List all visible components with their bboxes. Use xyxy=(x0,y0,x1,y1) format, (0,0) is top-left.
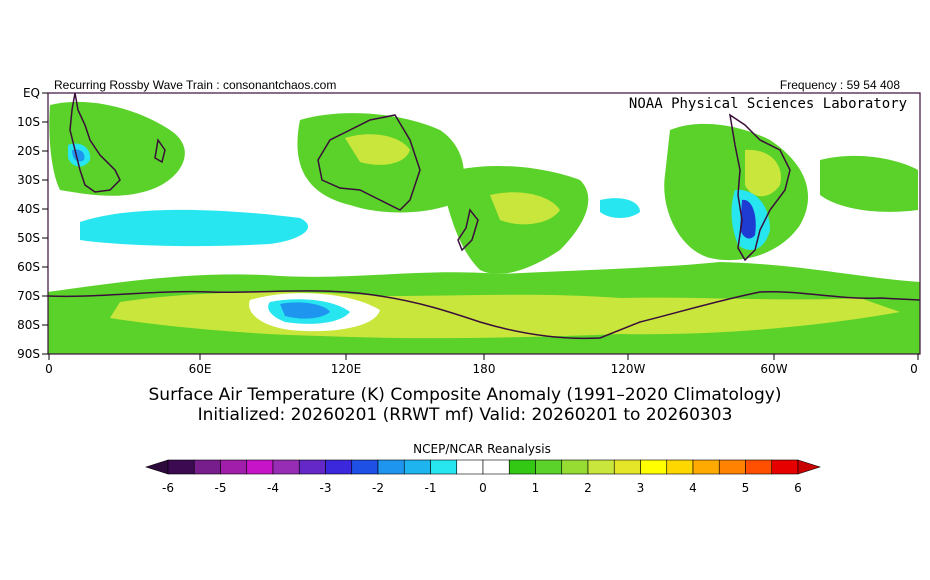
map-subtitle: Initialized: 20260201 (RRWT mf) Valid: 2… xyxy=(197,405,733,425)
anomaly-region-atlantic xyxy=(820,155,918,212)
colorbar-cells xyxy=(167,459,799,475)
colorbar-cell xyxy=(377,459,405,475)
anomaly-region-sa-core xyxy=(745,149,781,197)
lon-label-0-end: 0 xyxy=(910,362,918,376)
coastline-layer xyxy=(48,93,920,340)
anomaly-region-australia-core xyxy=(345,134,410,165)
lat-label-20s: 20S xyxy=(17,144,40,158)
coastline-africa xyxy=(69,93,121,193)
colorbar-cell xyxy=(587,459,615,475)
anomaly-region-africa xyxy=(49,101,185,196)
colorbar-cell xyxy=(246,459,274,475)
lon-label-180: 180 xyxy=(473,362,496,376)
colorbar-tick-label: -3 xyxy=(320,481,332,495)
coastline-new-zealand xyxy=(457,208,479,252)
colorbar-tick-label: -6 xyxy=(162,481,174,495)
colorbar-end-low xyxy=(145,459,169,475)
anomaly-neg-south-indian xyxy=(80,209,309,247)
colorbar-cell xyxy=(640,459,668,475)
colorbar-cell xyxy=(456,459,484,475)
lat-label-80s: 80S xyxy=(17,318,40,332)
colorbar: -6 -5 -4 -3 -2 -1 0 1 2 3 4 5 6 xyxy=(145,459,821,495)
lab-badge: NOAA Physical Sciences Laboratory xyxy=(620,95,916,113)
colorbar-tick-label: -1 xyxy=(425,481,437,495)
colorbar-cell xyxy=(167,459,195,475)
colorbar-cell xyxy=(508,459,536,475)
colorbar-tick-label: -2 xyxy=(372,481,384,495)
anomaly-neg-antarctic-2 xyxy=(280,302,330,319)
lat-label-90s: 90S xyxy=(17,347,40,361)
colorbar-end-high xyxy=(797,459,821,475)
colorbar-cell xyxy=(403,459,431,475)
anomaly-fill-layer xyxy=(48,93,920,354)
lon-axis: 0 60E 120E 180 120W 60W 0 xyxy=(45,362,918,376)
lat-label-40s: 40S xyxy=(17,202,40,216)
lat-label-10s: 10S xyxy=(17,115,40,129)
lat-axis: EQ 10S 20S 30S 40S 50S 60S 70S 80S 90S xyxy=(17,86,40,361)
coastline-antarctica xyxy=(48,290,920,340)
lat-label-50s: 50S xyxy=(17,231,40,245)
colorbar-cell xyxy=(613,459,641,475)
colorbar-tick-label: -5 xyxy=(215,481,227,495)
anomaly-region-pacific-core xyxy=(490,192,560,225)
anomaly-neg-atlantic xyxy=(600,198,640,218)
coastline-australia xyxy=(317,114,421,211)
anomaly-neg-patagonia-core xyxy=(740,199,756,239)
lon-label-0: 0 xyxy=(45,362,53,376)
lat-label-70s: 70S xyxy=(17,289,40,303)
lat-label-30s: 30S xyxy=(17,173,40,187)
colorbar-cell xyxy=(482,459,510,475)
colorbar-tick-label: 2 xyxy=(584,481,592,495)
lon-ticks xyxy=(48,354,919,360)
colorbar-tick-label: 1 xyxy=(532,481,540,495)
colorbar-cell xyxy=(325,459,353,475)
lon-label-120e: 120E xyxy=(331,362,362,376)
header-frequency-text: Frequency : 59 54 408 xyxy=(779,78,900,92)
colorbar-cell xyxy=(193,459,221,475)
colorbar-cell xyxy=(666,459,694,475)
colorbar-cell xyxy=(430,459,458,475)
lat-ticks xyxy=(42,92,48,355)
colorbar-label: NCEP/NCAR Reanalysis xyxy=(413,442,551,456)
colorbar-tick-label: 0 xyxy=(479,481,487,495)
header-source-text: Recurring Rossby Wave Train : consonantc… xyxy=(54,78,337,92)
lon-label-120w: 120W xyxy=(611,362,646,376)
colorbar-cell xyxy=(692,459,720,475)
lat-label-60s: 60S xyxy=(17,260,40,274)
colorbar-tick-label: 5 xyxy=(742,481,750,495)
colorbar-cell xyxy=(272,459,300,475)
lon-label-60w: 60W xyxy=(760,362,787,376)
colorbar-cell xyxy=(745,459,773,475)
colorbar-cell xyxy=(535,459,563,475)
lon-label-60e: 60E xyxy=(189,362,212,376)
map-title: Surface Air Temperature (K) Composite An… xyxy=(148,385,782,405)
colorbar-tick-label: -4 xyxy=(267,481,279,495)
colorbar-tick-labels: -6 -5 -4 -3 -2 -1 0 1 2 3 4 5 6 xyxy=(162,481,802,495)
colorbar-tick-label: 3 xyxy=(637,481,645,495)
colorbar-cell xyxy=(298,459,326,475)
colorbar-tick-label: 4 xyxy=(689,481,697,495)
colorbar-cell xyxy=(351,459,379,475)
colorbar-cell xyxy=(220,459,248,475)
coastline-madagascar xyxy=(154,138,166,164)
coastline-south-america xyxy=(728,113,791,262)
colorbar-cell xyxy=(561,459,589,475)
colorbar-cell xyxy=(718,459,746,475)
lat-label-eq: EQ xyxy=(23,86,40,100)
colorbar-tick-label: 6 xyxy=(794,481,802,495)
colorbar-cell xyxy=(771,459,799,475)
